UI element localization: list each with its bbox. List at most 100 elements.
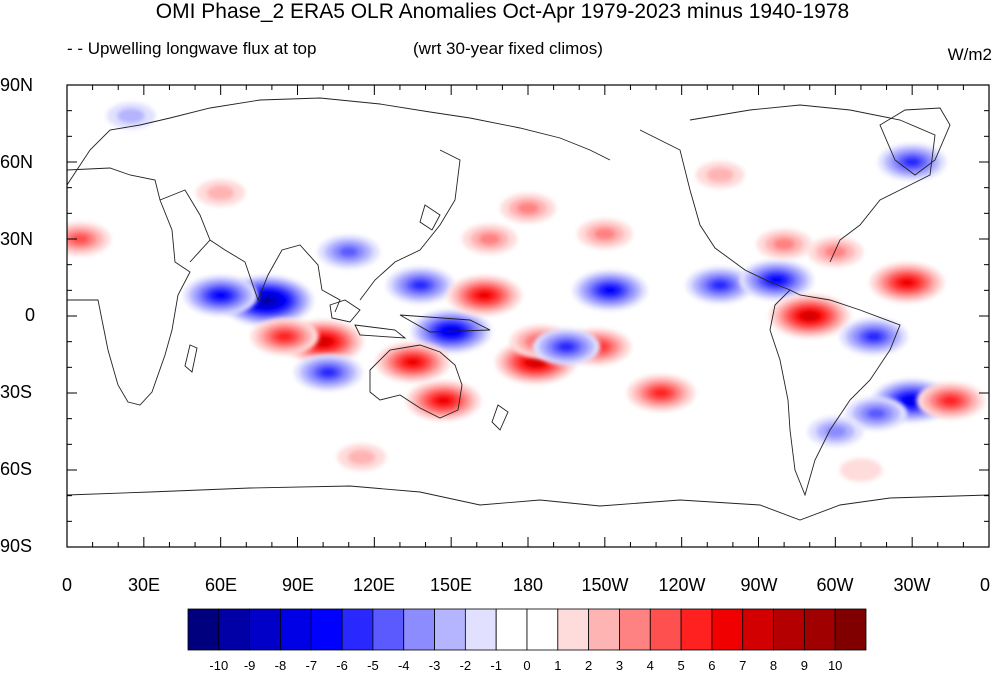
colorbar-label: -9	[243, 658, 256, 673]
colorbar-box	[310, 608, 343, 651]
lat-label-90n: 90N	[0, 75, 34, 95]
colorbar-label: 2	[585, 658, 593, 673]
lon-label-150w: 150W	[581, 575, 629, 595]
anomaly-blob	[447, 275, 522, 316]
colorbar-box	[464, 608, 497, 651]
colorbar-box	[280, 608, 312, 651]
lon-label-60w: 60W	[816, 575, 854, 595]
colorbar-label: 7	[739, 658, 747, 673]
colorbar-label: 3	[615, 658, 624, 673]
colorbar-box	[249, 608, 281, 651]
anomaly-blob	[627, 374, 696, 412]
anomaly-blob	[686, 266, 755, 304]
colorbar-label: 8	[769, 658, 778, 673]
colorbar-box	[341, 608, 374, 651]
anomaly-blob	[695, 161, 745, 189]
anomaly-blob	[250, 318, 319, 356]
lat-label-60n: 60N	[0, 152, 34, 172]
lat-label-eq: 0	[25, 305, 36, 325]
anomaly-blob	[317, 235, 380, 269]
climatology-note: (wrt 30-year fixed climos)	[413, 39, 603, 58]
colorbar-label: -7	[305, 658, 318, 673]
colorbar-box	[187, 608, 220, 651]
anomaly-blob	[878, 143, 947, 181]
anomaly-blob	[106, 102, 156, 130]
colorbar-label: -3	[428, 658, 441, 673]
anomaly-blob	[869, 262, 945, 303]
lon-label-0: 0	[61, 575, 72, 595]
anomaly-blob	[756, 229, 812, 260]
anomaly-blob	[461, 223, 518, 255]
anomaly-blob	[183, 275, 258, 316]
anomaly-blob	[845, 396, 908, 431]
colorbar-box	[372, 608, 405, 651]
colorbar-label: -1	[490, 658, 502, 673]
anomaly-blob	[769, 294, 851, 338]
colorbar-box	[803, 608, 836, 651]
colorbar-box	[742, 608, 774, 651]
colorbar-box	[588, 608, 620, 651]
lon-label-120w: 120W	[658, 575, 706, 595]
anomaly-blob	[406, 380, 481, 421]
anomaly-blob	[807, 236, 863, 267]
anomaly-blob	[294, 353, 363, 391]
lon-label-180: 180	[512, 575, 544, 595]
anomaly-blob	[337, 443, 386, 471]
units-label: W/m2	[947, 45, 992, 64]
colorbar-label: -2	[459, 658, 472, 673]
anomaly-field	[67, 102, 985, 482]
colorbar-box	[526, 608, 559, 651]
colorbar-label: 4	[646, 658, 654, 673]
anomaly-blob	[67, 222, 111, 256]
lon-label-150e: 150E	[429, 575, 473, 595]
colorbar-label: -10	[209, 658, 229, 673]
colorbar-box	[649, 608, 682, 651]
colorbar-label: 10	[827, 658, 843, 673]
colorbar-box	[619, 608, 651, 651]
anomaly-blob	[196, 179, 246, 207]
colorbar-label: -6	[336, 658, 348, 673]
colorbar-label: -4	[397, 658, 410, 673]
anomaly-blob	[386, 266, 455, 304]
colorbar-label: 5	[677, 658, 685, 673]
colorbar-box	[434, 608, 466, 651]
colorbar-box	[834, 608, 867, 651]
lon-label-120e: 120E	[352, 575, 396, 595]
anomaly-blob	[572, 270, 648, 311]
colorbar	[187, 608, 867, 651]
lon-label-30w: 30W	[893, 575, 931, 595]
anomaly-blob	[577, 218, 633, 249]
coastlines	[67, 97, 989, 521]
colorbar-label: -5	[367, 658, 379, 673]
colorbar-box	[218, 608, 251, 651]
colorbar-box	[680, 608, 713, 651]
lon-label-0-east-edge: 0	[979, 575, 990, 595]
lat-label-90s: 90S	[0, 536, 33, 556]
variable-description: - - Upwelling longwave flux at top	[67, 39, 317, 58]
colorbar-box	[403, 608, 435, 651]
colorbar-box	[495, 608, 528, 651]
colorbar-box	[711, 608, 744, 651]
anomaly-blob	[500, 193, 556, 224]
lon-label-90e: 90E	[281, 575, 315, 595]
lon-label-30e: 30E	[127, 575, 161, 595]
lon-label-60e: 60E	[204, 575, 238, 595]
lat-label-30n: 30N	[0, 229, 34, 249]
lat-label-60s: 60S	[0, 459, 33, 479]
colorbar-box	[773, 608, 805, 651]
colorbar-label: 9	[800, 658, 808, 673]
anomaly-blob	[916, 382, 985, 420]
anomaly-blob	[839, 458, 883, 482]
anomaly-blob	[839, 318, 908, 356]
anomaly-blob	[532, 328, 601, 366]
colorbar-label: 1	[554, 658, 562, 673]
anomaly-blob	[739, 259, 814, 301]
anomaly-blob	[375, 342, 450, 383]
lon-label-90w: 90W	[740, 575, 778, 595]
anomaly-blob	[807, 416, 863, 447]
colorbar-box	[557, 608, 590, 651]
colorbar-label: 0	[523, 658, 531, 673]
lat-label-30s: 30S	[0, 382, 33, 402]
colorbar-label: 6	[708, 658, 716, 673]
